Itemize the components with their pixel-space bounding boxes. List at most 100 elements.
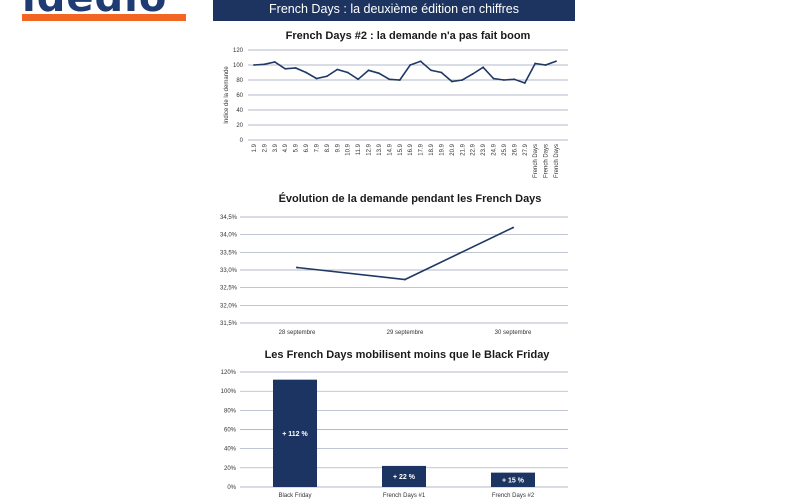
chart3-ytick-label: 40%	[224, 447, 237, 453]
chart1-xtick-label: 18.9	[429, 143, 435, 155]
chart2-data-point	[296, 266, 298, 269]
chart1-data-point	[440, 71, 443, 74]
chart1-xtick-label: 9.9	[335, 143, 341, 152]
chart1-xtick-label: 24.9	[492, 143, 498, 155]
chart2-ytick-label: 34,0%	[220, 233, 238, 239]
chart1-title: French Days #2 : la demande n'a pas fait…	[286, 30, 531, 42]
chart3-ytick-label: 20%	[224, 466, 237, 472]
chart1-data-point	[461, 79, 464, 81]
chart3-bar-label: + 22 %	[393, 474, 416, 481]
chart2-ytick-label: 32,5%	[220, 286, 238, 292]
chart1-data-point	[534, 62, 537, 65]
banner-title: French Days : la deuxième édition en chi…	[213, 0, 575, 21]
chart2-ytick-label: 33,5%	[220, 250, 238, 256]
chart1-xtick-label: 1.9	[252, 143, 258, 152]
chart1-data-point	[378, 72, 380, 75]
chart1-data-point	[492, 77, 495, 80]
chart3-ytick-label: 120%	[221, 370, 237, 376]
chart1-data-point	[263, 63, 266, 66]
chart1-ytick-label: 60	[236, 93, 243, 99]
chart1-ytick-label: 20	[236, 123, 243, 129]
logo-underline	[22, 14, 186, 21]
chart2-xtick-label: 28 septembre	[279, 330, 316, 336]
chart1-xtick-label: 11.9	[356, 143, 362, 155]
chart1-data-point	[430, 69, 432, 72]
chart1-xtick-label: 20.9	[450, 143, 456, 155]
chart1-xtick-label: 14.9	[387, 143, 393, 155]
chart2-series-line	[296, 226, 514, 281]
chart1-ytick-label: 100	[233, 63, 244, 69]
chart2-data-point	[512, 226, 514, 229]
chart1-ylabel: Indice de la demande	[224, 66, 230, 124]
chart2-xtick-label: 30 septembre	[495, 330, 532, 336]
chart1-data-point	[398, 79, 401, 81]
chart1-xtick-label: 27.9	[523, 143, 529, 155]
logo: ldedlo	[22, 0, 167, 18]
chart2-xtick-label: 29 septembre	[387, 330, 424, 336]
chart1-xtick-label: French Days	[544, 144, 550, 178]
chart1-data-point	[294, 67, 297, 69]
chart1-data-point	[388, 78, 391, 81]
chart2-title: Évolution de la demande pendant les Fren…	[279, 192, 542, 205]
chart3-xtick-label: Black Friday	[278, 493, 311, 499]
chart1-data-point	[367, 69, 370, 72]
chart1-data-point	[523, 82, 526, 84]
chart1-xtick-label: French Days	[533, 144, 539, 178]
chart1-data-point	[409, 64, 412, 66]
chart3-bar	[273, 379, 317, 487]
chart1-xtick-label: 5.9	[294, 143, 300, 152]
chart1-data-point	[482, 66, 485, 69]
chart1-data-point	[336, 68, 339, 71]
chart1-xtick-label: 3.9	[273, 143, 279, 152]
chart2-ytick-label: 31,5%	[220, 321, 238, 327]
chart1-data-point	[419, 60, 422, 63]
chart3-title: Les French Days mobilisent moins que le …	[265, 349, 551, 361]
chart1-data-point	[284, 67, 287, 70]
chart1-data-point	[305, 71, 307, 74]
chart1-xtick-label: 6.9	[304, 143, 310, 152]
chart1-xtick-label: 2.9	[262, 143, 268, 152]
chart1-xtick-label: 23.9	[481, 143, 487, 155]
chart1-xtick-label: 25.9	[502, 143, 508, 155]
chart1-xtick-label: French Days	[554, 144, 560, 178]
chart1-xtick-label: 26.9	[512, 143, 518, 155]
chart2-ytick-label: 34,5%	[220, 215, 238, 221]
chart1-xtick-label: 7.9	[315, 143, 321, 152]
chart1-data-point	[325, 75, 328, 78]
chart3-bar	[491, 472, 535, 487]
chart3-bar-label: + 112 %	[282, 431, 308, 438]
chart1-data-point	[315, 77, 318, 80]
chart3-ytick-label: 100%	[221, 389, 237, 395]
chart3-ytick-label: 0%	[227, 485, 236, 491]
chart1-data-point	[273, 61, 276, 63]
chart1-xtick-label: 15.9	[398, 143, 404, 155]
chart2-ytick-label: 33,0%	[220, 268, 238, 274]
chart1-data-point	[503, 79, 505, 81]
chart1-xtick-label: 12.9	[367, 143, 373, 155]
chart1-series-line	[253, 60, 557, 84]
chart1-data-point	[346, 71, 349, 74]
chart3-xtick-label: French Days #2	[492, 493, 535, 499]
chart1-xtick-label: 19.9	[439, 143, 445, 155]
chart1-ytick-label: 120	[233, 48, 244, 54]
chart1-data-point	[471, 73, 474, 75]
chart3-ytick-label: 60%	[224, 428, 237, 434]
chart1-xtick-label: 10.9	[346, 143, 352, 155]
chart1-xtick-label: 17.9	[419, 143, 425, 155]
chart3-ytick-label: 80%	[224, 408, 237, 414]
chart2-data-point	[404, 278, 406, 281]
chart1-ytick-label: 80	[236, 78, 243, 84]
chart1-ytick-label: 40	[236, 108, 243, 114]
chart2-ytick-label: 32,0%	[220, 303, 238, 309]
chart1-xtick-label: 13.9	[377, 143, 383, 155]
chart1-data-point	[450, 80, 453, 83]
chart1-xtick-label: 8.9	[325, 143, 331, 152]
chart1-data-point	[555, 60, 557, 63]
chart1-data-point	[513, 78, 516, 81]
chart3-xtick-label: French Days #1	[383, 493, 426, 499]
chart1-xtick-label: 16.9	[408, 143, 414, 155]
chart1-ytick-label: 0	[240, 138, 244, 144]
chart1-xtick-label: 21.9	[460, 143, 466, 155]
chart1-xtick-label: 22.9	[471, 143, 477, 155]
